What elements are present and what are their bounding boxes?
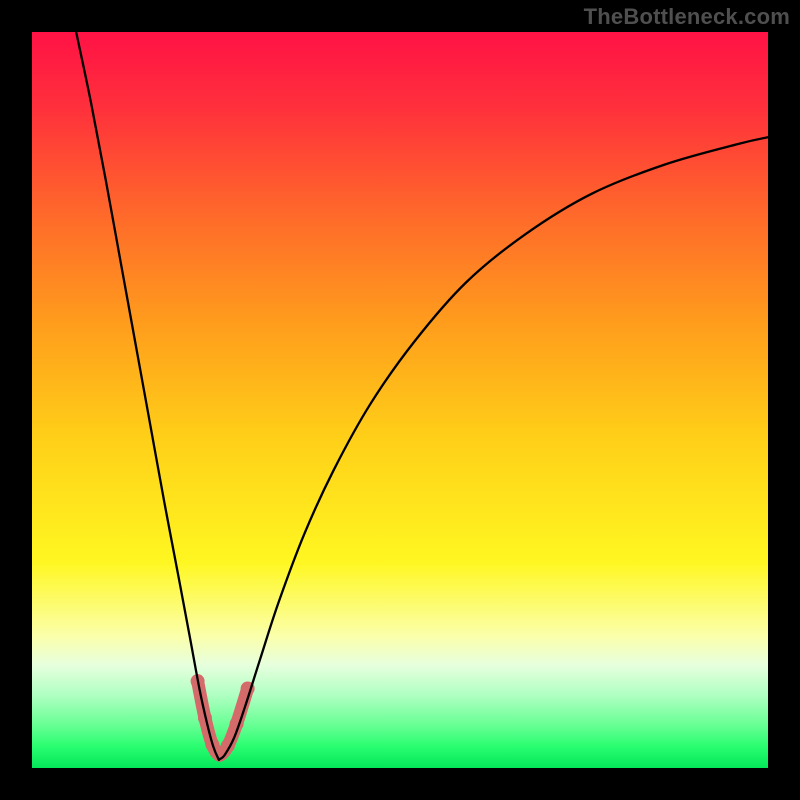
watermark-text: TheBottleneck.com xyxy=(584,4,790,30)
gradient-background xyxy=(32,32,768,768)
chart-frame: TheBottleneck.com xyxy=(0,0,800,800)
plot-area xyxy=(32,32,768,768)
plot-svg xyxy=(32,32,768,768)
